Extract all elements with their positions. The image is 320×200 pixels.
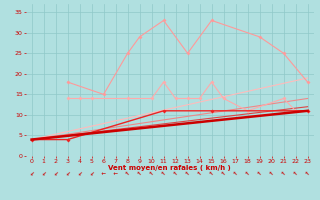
Text: →: →: [40, 169, 47, 175]
Text: →: →: [124, 169, 131, 175]
Text: →: →: [256, 169, 263, 175]
Text: →: →: [76, 169, 83, 175]
Text: →: →: [220, 169, 227, 175]
Text: →: →: [52, 169, 59, 175]
Text: →: →: [172, 169, 179, 175]
Text: →: →: [64, 169, 71, 175]
Text: →: →: [304, 169, 311, 175]
Text: →: →: [136, 169, 143, 175]
Text: →: →: [28, 169, 35, 175]
Text: →: →: [148, 169, 155, 175]
Text: →: →: [208, 169, 215, 175]
Text: →: →: [88, 169, 95, 175]
Text: →: →: [101, 169, 106, 174]
Text: →: →: [160, 169, 167, 175]
Text: →: →: [196, 169, 203, 175]
X-axis label: Vent moyen/en rafales ( km/h ): Vent moyen/en rafales ( km/h ): [108, 165, 231, 171]
Text: →: →: [280, 169, 287, 175]
Text: →: →: [113, 169, 118, 174]
Text: →: →: [232, 169, 239, 175]
Text: →: →: [184, 169, 191, 175]
Text: →: →: [268, 169, 275, 175]
Text: →: →: [244, 169, 251, 175]
Text: →: →: [292, 169, 299, 175]
